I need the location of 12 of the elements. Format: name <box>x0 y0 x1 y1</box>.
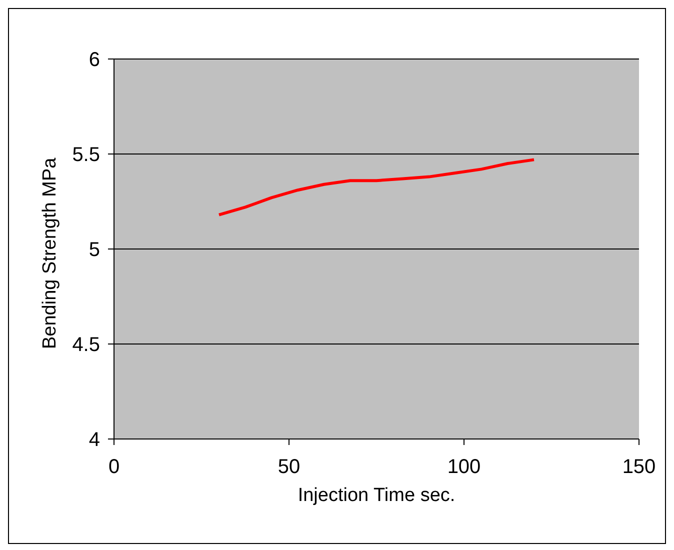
line-series <box>218 158 536 216</box>
x-tick-label: 100 <box>447 456 481 478</box>
x-tick-label: 0 <box>108 456 120 478</box>
x-axis-title: Injection Time sec. <box>298 485 456 506</box>
y-tick-label: 6 <box>88 49 100 72</box>
y-tick-label: 5.5 <box>72 144 100 166</box>
y-tick-label: 4.5 <box>72 334 100 356</box>
y-tick-label: 5 <box>88 239 100 262</box>
y-tick-label: 4 <box>88 429 100 452</box>
x-tick-label: 50 <box>278 456 300 478</box>
y-axis-title: Bending Strength MPa <box>40 157 61 349</box>
x-tick-label: 150 <box>622 456 656 478</box>
